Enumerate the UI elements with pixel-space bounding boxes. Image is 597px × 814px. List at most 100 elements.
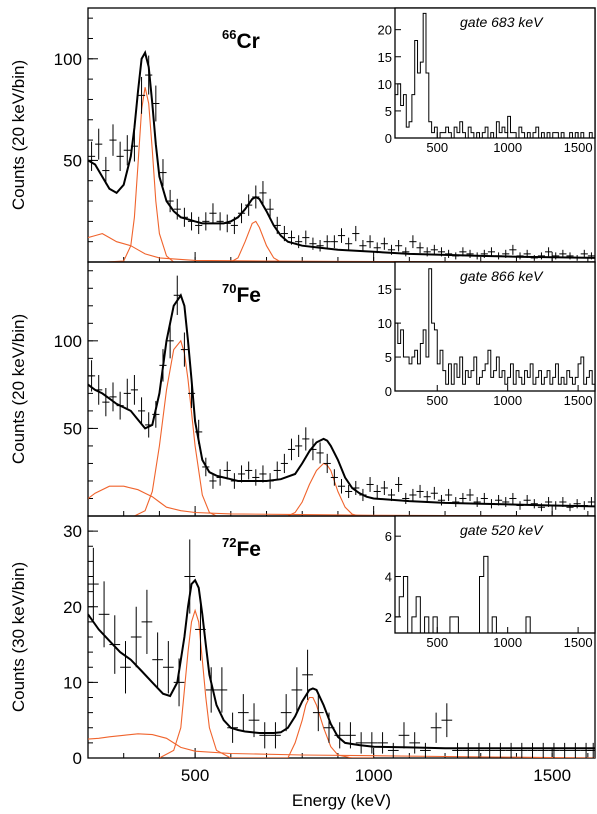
- inset-y-tick-label: 10: [378, 77, 392, 92]
- data-point: [145, 412, 153, 438]
- data-point: [180, 207, 188, 227]
- data-point: [473, 742, 485, 758]
- data-point: [259, 465, 267, 483]
- data-point: [580, 501, 588, 510]
- data-point: [166, 323, 174, 359]
- data-point: [509, 492, 517, 505]
- data-point: [345, 722, 356, 749]
- data-point: [420, 742, 431, 758]
- nucleus-label: 70Fe: [222, 281, 261, 307]
- inset-frame: [394, 515, 596, 634]
- data-point: [452, 497, 460, 507]
- inset-x-tick-label: 1500: [564, 635, 593, 650]
- data-point: [159, 349, 167, 382]
- data-point: [459, 247, 467, 257]
- data-point: [334, 722, 346, 749]
- data-point: [445, 249, 453, 258]
- data-point: [287, 438, 296, 461]
- inset-x-tick-label: 1000: [493, 393, 522, 408]
- data-point: [580, 249, 588, 258]
- data-point: [452, 742, 463, 758]
- x-tick-label: 500: [181, 766, 209, 785]
- data-point: [237, 203, 246, 224]
- data-point: [423, 490, 431, 503]
- y-tick-label: 30: [63, 522, 82, 541]
- data-point: [566, 503, 574, 512]
- data-point: [252, 469, 260, 486]
- data-point: [102, 156, 110, 185]
- inset-y-tick-label: 15: [378, 50, 392, 65]
- y-tick-label: 50: [63, 419, 82, 438]
- data-point: [166, 189, 174, 213]
- data-point: [130, 130, 138, 162]
- data-point: [187, 378, 196, 409]
- data-point: [287, 230, 296, 245]
- data-point: [102, 388, 110, 417]
- data-point: [516, 252, 524, 260]
- data-point: [145, 55, 153, 95]
- inset-x-tick-label: 500: [426, 635, 448, 650]
- data-point: [387, 244, 396, 255]
- inset-y-tick-label: 5: [385, 104, 392, 119]
- data-point: [495, 252, 503, 260]
- data-point: [537, 742, 549, 758]
- data-point: [495, 742, 506, 758]
- data-point: [505, 742, 517, 758]
- data-point: [373, 242, 381, 254]
- data-point: [195, 216, 203, 235]
- data-point: [88, 360, 96, 392]
- data-point: [573, 255, 581, 261]
- data-point: [162, 641, 174, 694]
- data-point: [459, 492, 467, 505]
- data-point: [587, 742, 595, 758]
- inset-y-tick-label: 5: [385, 350, 392, 365]
- y-axis-title: Counts (30 keV/bin): [9, 562, 28, 712]
- y-tick-label: 10: [63, 673, 82, 692]
- data-point: [509, 244, 517, 255]
- data-point: [202, 457, 210, 477]
- inset-y-tick-label: 4: [385, 570, 392, 585]
- inset-frame: [394, 7, 596, 139]
- fit-total-curve: [88, 578, 595, 750]
- nucleus-symbol: Cr: [236, 30, 259, 53]
- data-point: [98, 581, 110, 648]
- inset-x-tick-label: 1000: [493, 140, 522, 155]
- data-point: [273, 216, 281, 235]
- data-point: [209, 203, 217, 224]
- data-point: [330, 469, 338, 486]
- panel-1: 50 100 Counts (20 keV/bin) 70Fe 0 5 10 15 500 100…: [9, 261, 596, 517]
- data-point: [452, 252, 460, 260]
- nucleus-label: 66Cr: [222, 27, 260, 53]
- data-point: [116, 391, 124, 420]
- data-point: [345, 237, 353, 250]
- data-point: [280, 453, 288, 474]
- data-point: [159, 159, 167, 187]
- data-point: [95, 128, 103, 160]
- x-axis-title: Energy (keV): [292, 791, 391, 810]
- data-point: [487, 247, 496, 257]
- data-point: [116, 141, 124, 171]
- data-point: [123, 135, 131, 166]
- inset-y-tick-label: 2: [385, 610, 392, 625]
- data-point: [137, 76, 146, 114]
- data-point: [466, 249, 474, 258]
- fit-total-curve: [88, 50, 595, 259]
- data-point: [548, 742, 560, 758]
- inset-panel: 2 4 6 500 1000 1500 gate 520 keV: [385, 515, 596, 650]
- data-point: [523, 249, 531, 258]
- data-point: [216, 667, 228, 713]
- y-tick-label: 0: [73, 749, 82, 768]
- data-point: [537, 252, 546, 260]
- data-point: [230, 216, 238, 235]
- data-point: [309, 237, 317, 250]
- data-point: [259, 181, 267, 205]
- data-point: [527, 742, 538, 758]
- data-point: [355, 732, 367, 754]
- data-point: [523, 494, 531, 506]
- data-point: [573, 499, 581, 509]
- data-point: [387, 488, 396, 502]
- data-point: [437, 494, 446, 506]
- data-point: [109, 382, 117, 412]
- data-point: [88, 547, 99, 621]
- data-point: [462, 742, 474, 758]
